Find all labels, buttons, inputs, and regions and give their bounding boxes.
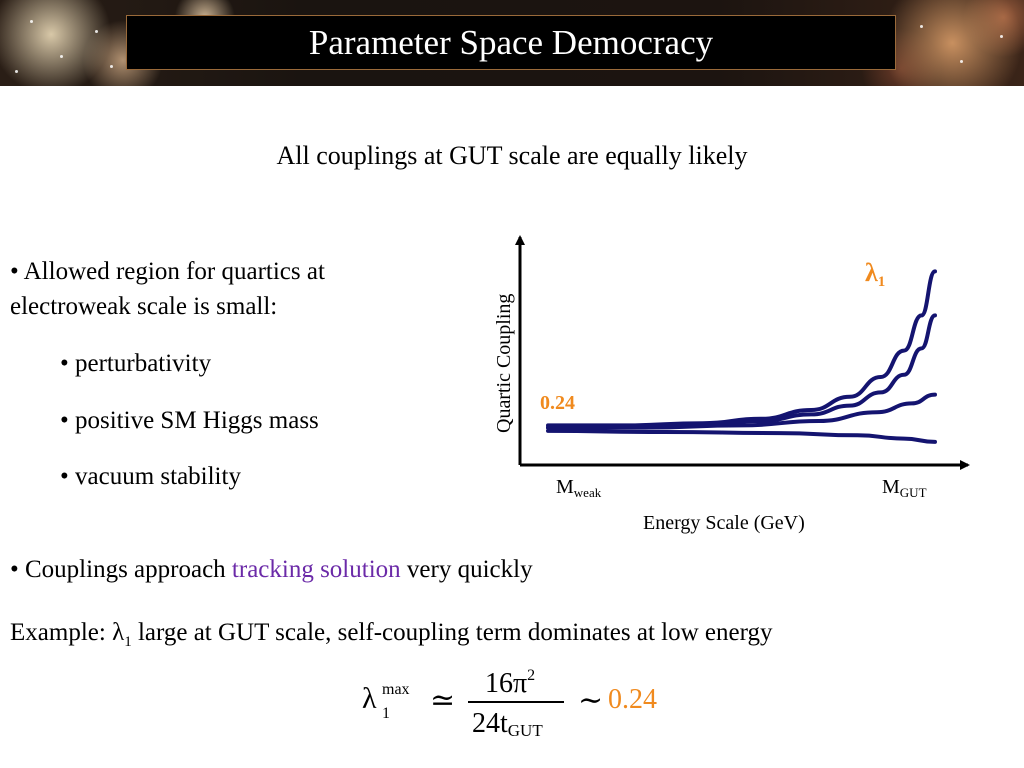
- coupling-curve-3: [546, 392, 937, 430]
- formula-numerator: 16π2: [485, 667, 535, 699]
- formula-numerator-sup: 2: [527, 667, 535, 684]
- bullet-allowed-region-line2: electroweak scale is small:: [10, 293, 278, 320]
- x-axis-label: Energy Scale (GeV): [643, 512, 805, 534]
- formula-lambda: λ: [362, 682, 377, 715]
- x-tick-mweak-m: M: [556, 476, 574, 498]
- x-tick-mweak: Mweak: [556, 476, 602, 500]
- lambda1-curve-label: λ1: [865, 258, 885, 290]
- sub-bullet-positive-higgs-mass: • positive SM Higgs mass: [60, 407, 319, 434]
- subtitle: All couplings at GUT scale are equally l…: [276, 141, 748, 170]
- coupling-curve-4: [546, 428, 937, 444]
- lambda1-subscript: 1: [878, 274, 886, 290]
- example-lambda-sub: 1: [124, 634, 132, 650]
- formula-lhs-sup: max: [382, 681, 410, 698]
- formula-approx: ≃: [430, 684, 455, 717]
- example-pre: Example:: [10, 619, 113, 646]
- x-tick-mgut-m: M: [882, 476, 900, 498]
- x-tick-mgut: MGUT: [882, 476, 927, 500]
- bullet-allowed-region-line1: • Allowed region for quartics at: [10, 258, 325, 285]
- bullet-tracking-solution: • Couplings approach tracking solution v…: [10, 556, 533, 584]
- title-box: Parameter Space Democracy: [126, 15, 896, 70]
- lambda1-symbol: λ: [865, 258, 878, 287]
- example-post: large at GUT scale, self-coupling term d…: [131, 619, 773, 646]
- formula-numerator-text: 16π: [485, 668, 527, 699]
- formula-denominator-sub: GUT: [508, 721, 544, 740]
- y-axis-label: Quartic Coupling: [493, 294, 515, 433]
- sub-bullet-vacuum-stability: • vacuum stability: [60, 463, 241, 490]
- formula-denominator: 24tGUT: [472, 708, 543, 740]
- formula-lhs-sub: 1: [382, 705, 390, 722]
- example-line: Example: λ1 large at GUT scale, self-cou…: [10, 619, 772, 651]
- formula-lhs: λ: [362, 682, 377, 715]
- lambda-max-formula: λ max 1 ≃ 16π2 24tGUT ∼ 0.24: [362, 667, 657, 740]
- tracking-solution-highlight: tracking solution: [231, 556, 401, 583]
- formula-value: 0.24: [608, 684, 657, 715]
- formula-denominator-text: 24t: [472, 708, 508, 739]
- curves-group: [546, 269, 937, 444]
- formula-tilde: ∼: [578, 684, 603, 717]
- tracking-post: very quickly: [400, 556, 533, 583]
- x-tick-mgut-sub: GUT: [900, 485, 927, 500]
- header-banner: Parameter Space Democracy: [0, 0, 1024, 86]
- tracking-pre: • Couplings approach: [10, 556, 232, 583]
- page-title: Parameter Space Democracy: [308, 22, 714, 62]
- marker-value-label: 0.24: [540, 392, 575, 414]
- coupling-curve-1: [546, 269, 937, 428]
- quartic-coupling-chart: Quartic Coupling 0.24 λ1 Mweak MGUT Ener…: [493, 235, 970, 534]
- example-lambda: λ: [112, 619, 125, 646]
- sub-bullet-perturbativity: • perturbativity: [60, 350, 212, 377]
- x-tick-mweak-sub: weak: [574, 485, 602, 500]
